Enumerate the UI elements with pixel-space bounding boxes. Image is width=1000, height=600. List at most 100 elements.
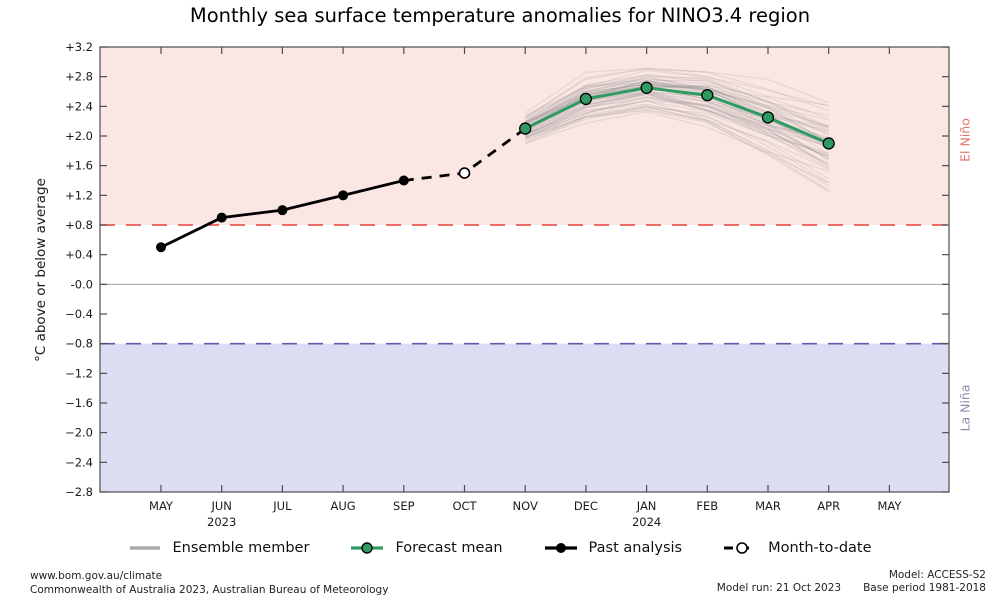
ensemble-member-line xyxy=(524,96,829,161)
y-tick-label: -0.0 xyxy=(71,277,93,291)
forecast-mean-point xyxy=(822,137,835,150)
ensemble-member-line xyxy=(524,99,829,170)
legend-item-ensemble: Ensemble member xyxy=(128,540,309,556)
ensemble-member-line xyxy=(524,100,829,169)
x-tick-label: SEP xyxy=(393,499,415,513)
legend-label-mtd: Month-to-date xyxy=(768,540,872,556)
legend-item-forecast: Forecast mean xyxy=(349,540,503,556)
ensemble-member-line xyxy=(524,79,829,132)
la-nina-side-label: La Niña xyxy=(957,384,973,432)
el-nino-side-label: El Niño xyxy=(957,118,973,162)
ensemble-member-line xyxy=(524,83,829,127)
ensemble-member-line xyxy=(524,93,829,165)
x-tick-label: JUN xyxy=(210,499,231,513)
ensemble-member-line xyxy=(524,74,829,127)
ensemble-member-line xyxy=(524,83,829,143)
chart-title: Monthly sea surface temperature anomalie… xyxy=(189,4,811,27)
y-tick-label: +0.4 xyxy=(65,248,93,262)
forecast-mean-line xyxy=(524,86,830,145)
ensemble-member-line xyxy=(525,106,829,172)
y-tick-label: −2.8 xyxy=(65,485,93,499)
ensemble-member-line xyxy=(524,85,829,133)
y-tick-label: +2.4 xyxy=(65,99,93,113)
forecast-mean-icon xyxy=(351,542,384,554)
y-tick-label: +2.8 xyxy=(65,70,93,84)
forecast-mean-point xyxy=(701,89,714,102)
footer-base-period: Base period 1981-2018 xyxy=(863,582,986,594)
ensemble-member-line xyxy=(524,85,829,148)
footer-left: www.bom.gov.au/climate Commonwealth of A… xyxy=(30,570,388,597)
ensemble-member-line xyxy=(524,76,829,130)
ensemble-member-line xyxy=(524,67,829,114)
ensemble-member-line xyxy=(525,105,829,192)
x-tick-label: APR xyxy=(817,499,840,513)
year-label: 2024 xyxy=(632,515,661,529)
footer-url[interactable]: www.bom.gov.au/climate xyxy=(30,570,163,582)
y-tick-label: +1.6 xyxy=(65,159,93,173)
ensemble-member-line xyxy=(525,107,829,164)
x-tick-label: AUG xyxy=(330,499,355,513)
ensemble-member-line xyxy=(524,68,829,118)
legend-item-mtd: Month-to-date xyxy=(722,540,872,556)
legend-label-past: Past analysis xyxy=(588,540,683,556)
footer-copyright: Commonwealth of Australia 2023, Australi… xyxy=(30,583,389,596)
ensemble-member-line xyxy=(524,94,829,156)
ensemble-member-line xyxy=(524,82,829,144)
year-label: 2023 xyxy=(207,515,236,529)
ensemble-member-line xyxy=(524,100,829,157)
legend-label-ensemble: Ensemble member xyxy=(172,540,310,556)
forecast-mean-point xyxy=(640,81,653,94)
ensemble-member-line xyxy=(524,91,829,148)
y-tick-label: −1.2 xyxy=(65,366,93,380)
forecast-mean-point xyxy=(761,111,775,124)
ensemble-member-line xyxy=(525,111,829,191)
legend-label-forecast: Forecast mean xyxy=(395,540,503,556)
ensemble-member-line xyxy=(524,91,829,167)
ensemble-member-line xyxy=(524,103,829,180)
el-nino-band xyxy=(100,47,949,225)
y-tick-label: −0.8 xyxy=(65,337,93,351)
ensemble-member-line xyxy=(524,81,829,125)
y-tick-label: +3.2 xyxy=(65,40,93,54)
x-tick-label: JUL xyxy=(272,499,292,513)
ensemble-member-line xyxy=(524,84,829,131)
ensemble-member-line xyxy=(524,80,829,128)
ensemble-member-line xyxy=(525,93,829,154)
y-tick-label: +2.0 xyxy=(65,129,93,143)
ensemble-member-line xyxy=(524,89,829,157)
y-tick-label: −2.4 xyxy=(65,455,93,469)
legend: Ensemble member Forecast mean Past analy… xyxy=(0,535,1000,561)
x-tick-label: JAN xyxy=(636,499,657,513)
ensemble-line-icon xyxy=(130,546,161,550)
x-tick-label: MAY xyxy=(149,499,174,513)
past-analysis-point xyxy=(216,212,227,223)
legend-item-past: Past analysis xyxy=(543,540,683,556)
ensemble-member-line xyxy=(525,96,829,167)
forecast-mean-point xyxy=(579,92,593,106)
plot-frame xyxy=(99,46,950,493)
y-tick-label: −1.6 xyxy=(65,396,93,410)
ensemble-member-line xyxy=(524,109,829,184)
ensemble-member-line xyxy=(524,77,829,125)
footer-right-line2: Model run: 21 Oct 2023 Base period 1981-… xyxy=(717,582,986,594)
ensemble-member-line xyxy=(524,67,829,119)
ensemble-member-line xyxy=(524,69,829,118)
past-analysis-icon xyxy=(544,543,577,553)
y-tick-label: −0.4 xyxy=(65,307,93,321)
footer-model-run: Model run: 21 Oct 2023 xyxy=(716,582,842,594)
forecast-mean-point xyxy=(519,122,532,135)
ensemble-member-line xyxy=(524,105,829,184)
x-tick-label: FEB xyxy=(696,499,718,513)
ensemble-member-line xyxy=(524,83,829,143)
ensemble-member-line xyxy=(525,108,829,187)
x-tick-label: MAR xyxy=(755,499,781,513)
ensemble-member-line xyxy=(524,92,829,145)
ensemble-member-line xyxy=(524,74,829,136)
past-analysis-point xyxy=(398,175,409,186)
ensemble-member-line xyxy=(524,78,829,144)
x-tick-label: NOV xyxy=(513,499,538,513)
ensemble-member-line xyxy=(524,91,829,140)
ensemble-member-line xyxy=(524,81,829,128)
month-to-date-point xyxy=(458,167,471,179)
